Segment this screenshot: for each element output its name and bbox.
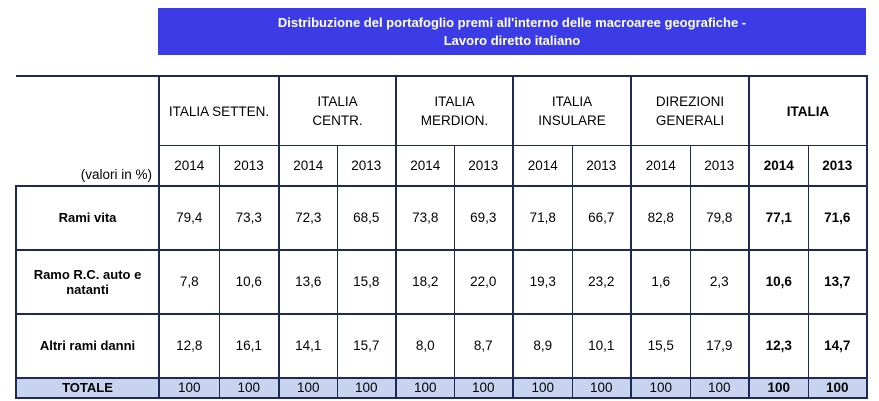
cell-value: 69,3 [453, 185, 514, 251]
cell-value: 7,8 [158, 249, 220, 315]
cell-value: 66,7 [571, 185, 632, 251]
cell-value: 79,4 [158, 185, 220, 251]
region-label: ITALIA [317, 94, 358, 109]
year-header: 2013 [336, 145, 397, 187]
year-header: 2013 [453, 145, 514, 187]
year-header: 2014 [395, 145, 455, 187]
cell-value: 100 [748, 377, 809, 399]
region-label: ITALIA [786, 103, 830, 119]
cell-value: 100 [630, 377, 691, 399]
corner [16, 75, 160, 146]
cell-value: 13,7 [807, 249, 868, 315]
cell-value: 72,3 [278, 185, 338, 251]
data-row: Altri rami danni 12,8 16,1 14,1 15,7 8,0 8,7 8,… [15, 313, 868, 379]
cell-value: 68,5 [336, 185, 397, 251]
cell-value: 82,8 [630, 185, 691, 251]
cell-value: 14,7 [807, 313, 868, 379]
row-label: Rami vita [15, 185, 160, 251]
cell-value: 8,0 [395, 313, 455, 379]
cell-value: 79,8 [689, 185, 750, 251]
cell-value: 12,8 [158, 313, 220, 379]
year-header: 2014 [512, 145, 573, 187]
cell-value: 13,6 [278, 249, 338, 315]
cell-value: 71,6 [807, 185, 868, 251]
region-header: ITALIA INSULARE [512, 75, 632, 146]
year-header: 2014 [630, 145, 691, 187]
cell-value: 100 [571, 377, 632, 399]
year-header: 2014 [748, 145, 809, 187]
year-header: 2013 [571, 145, 632, 187]
year-row: (valori in %) 2014 2013 2014 2013 2014 2013 201… [16, 145, 868, 187]
cell-value: 100 [689, 377, 750, 399]
cell-value: 73,8 [395, 185, 455, 251]
region-header: DIREZIONI GENERALI [630, 75, 750, 146]
region-label: MERDION. [420, 113, 489, 128]
title-line: Lavoro diretto italiano [443, 32, 581, 48]
cell-value: 8,9 [512, 313, 573, 379]
cell-value: 10,6 [218, 249, 280, 315]
cell-value: 77,1 [748, 185, 809, 251]
unit-note: (valori in %) [16, 145, 160, 187]
cell-value: 100 [158, 377, 220, 399]
year-header: 2014 [278, 145, 338, 187]
cell-value: 8,7 [453, 313, 514, 379]
cell-value: 100 [395, 377, 455, 399]
title-banner: Distribuzione del portafoglio premi all'… [158, 8, 866, 55]
header-row: ITALIA SETTEN. ITALIA CENTR. ITALIA MERDION.… [16, 75, 868, 146]
cell-value: 12,3 [748, 313, 809, 379]
cell-value: 22,0 [453, 249, 514, 315]
cell-value: 15,8 [336, 249, 397, 315]
region-label: CENTR. [312, 113, 363, 128]
region-header: ITALIA SETTEN. [158, 75, 280, 146]
cell-value: 23,2 [571, 249, 632, 315]
year-header: 2013 [807, 145, 868, 187]
region-header: ITALIA [748, 75, 868, 146]
year-header: 2013 [218, 145, 280, 187]
cell-value: 16,1 [218, 313, 280, 379]
title-line: Distribuzione del portafoglio premi all'… [277, 14, 747, 30]
cell-value: 100 [807, 377, 868, 399]
region-header: ITALIA MERDION. [395, 75, 514, 146]
cell-value: 18,2 [395, 249, 455, 315]
row-label: TOTALE [15, 377, 160, 399]
region-label: ITALIA SETTEN. [168, 103, 270, 119]
year-header: 2014 [158, 145, 220, 187]
cell-value: 10,1 [571, 313, 632, 379]
cell-value: 2,3 [689, 249, 750, 315]
cell-value: 19,3 [512, 249, 573, 315]
cell-value: 1,6 [630, 249, 691, 315]
cell-value: 15,5 [630, 313, 691, 379]
row-label: Altri rami danni [15, 313, 160, 379]
cell-value: 10,6 [748, 249, 809, 315]
cell-value: 71,8 [512, 185, 573, 251]
region-header: ITALIA CENTR. [278, 75, 397, 146]
data-row: TOTALE 100 100 100 100 100 100 100 100 100 100 100 1… [15, 377, 868, 399]
row-label: Ramo R.C. auto e natanti [15, 249, 160, 315]
region-label: ITALIA [551, 94, 593, 109]
cell-value: 17,9 [689, 313, 750, 379]
cell-value: 100 [453, 377, 514, 399]
year-header: 2013 [689, 145, 750, 187]
cell-value: 100 [278, 377, 338, 399]
region-label: INSULARE [538, 113, 606, 128]
data-table: ITALIA SETTEN. ITALIA CENTR. ITALIA MERDION.… [15, 75, 868, 399]
data-row: Ramo R.C. auto e natanti 7,8 10,6 13,6 15,8 1… [15, 249, 868, 315]
cell-value: 100 [336, 377, 397, 399]
region-label: DIREZIONI [655, 94, 725, 109]
region-label: GENERALI [655, 113, 725, 128]
data-row: Rami vita 79,4 73,3 72,3 68,5 73,8 69,3 71,8 66,… [15, 185, 868, 251]
cell-value: 100 [512, 377, 573, 399]
cell-value: 14,1 [278, 313, 338, 379]
region-label: ITALIA [434, 94, 475, 109]
cell-value: 15,7 [336, 313, 397, 379]
cell-value: 100 [218, 377, 280, 399]
cell-value: 73,3 [218, 185, 280, 251]
